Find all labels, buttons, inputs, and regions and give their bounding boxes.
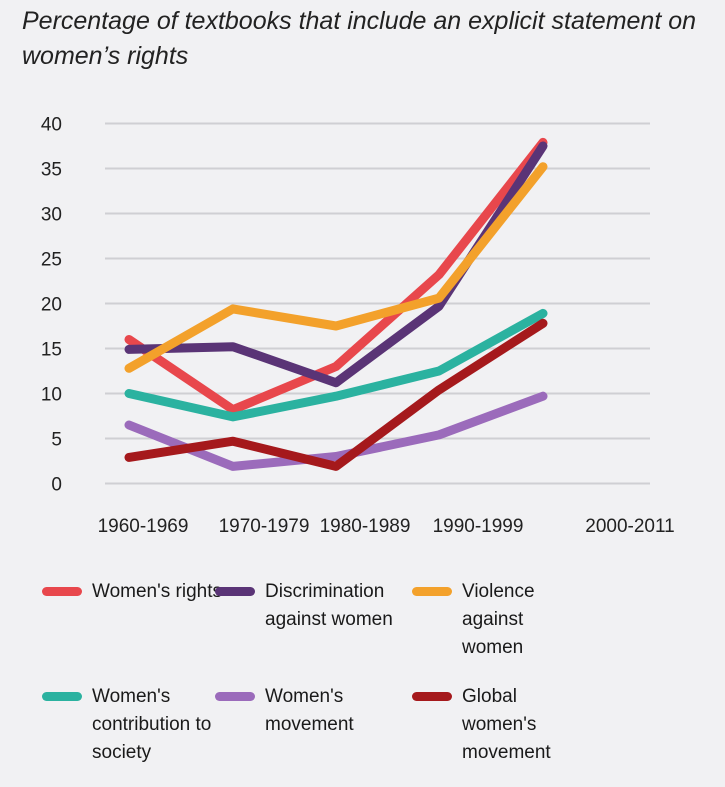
x-tick-label: 1970-1979 xyxy=(219,516,310,537)
legend-swatch xyxy=(412,692,452,701)
series-line-women-s-rights xyxy=(124,137,548,415)
y-tick-label: 20 xyxy=(41,295,62,316)
chart-title: Percentage of textbooks that include an … xyxy=(22,7,697,70)
x-tick-label: 1960-1969 xyxy=(98,516,189,537)
y-tick-label: 5 xyxy=(51,430,62,451)
y-tick-label: 0 xyxy=(51,475,62,496)
legend-label: Discrimination against women xyxy=(265,581,393,630)
legend-item: Discrimination against women xyxy=(215,578,395,634)
y-tick-label: 25 xyxy=(41,250,62,271)
legend-swatch xyxy=(42,692,82,701)
legend-swatch xyxy=(42,587,82,596)
legend-item: Women's rights xyxy=(42,578,222,606)
legend-item: Women's contribution to society xyxy=(42,683,222,767)
x-tick-label: 2000-2011 xyxy=(585,516,674,537)
legend-label: Women's movement xyxy=(265,686,354,735)
legend-label: Women's contribution to society xyxy=(92,686,212,763)
y-tick-label: 15 xyxy=(41,340,62,361)
series-line-violence-against-women xyxy=(124,162,548,373)
legend-item: Women's movement xyxy=(215,683,395,739)
legend-swatch xyxy=(412,587,452,596)
y-tick-label: 35 xyxy=(41,160,62,181)
x-tick-label: 1990-1999 xyxy=(433,516,524,537)
y-tick-label: 40 xyxy=(41,115,62,136)
legend-label: Women's rights xyxy=(92,581,222,602)
legend-swatch xyxy=(215,692,255,701)
legend-label: Global women's movement xyxy=(462,686,551,763)
y-tick-label: 10 xyxy=(41,385,62,406)
y-tick-label: 30 xyxy=(41,205,62,226)
legend-swatch xyxy=(215,587,255,596)
legend-label: Violence against women xyxy=(462,581,535,658)
legend-item: Violence against women xyxy=(412,578,562,662)
legend-item: Global women's movement xyxy=(412,683,562,767)
x-tick-label: 1980-1989 xyxy=(320,516,411,537)
